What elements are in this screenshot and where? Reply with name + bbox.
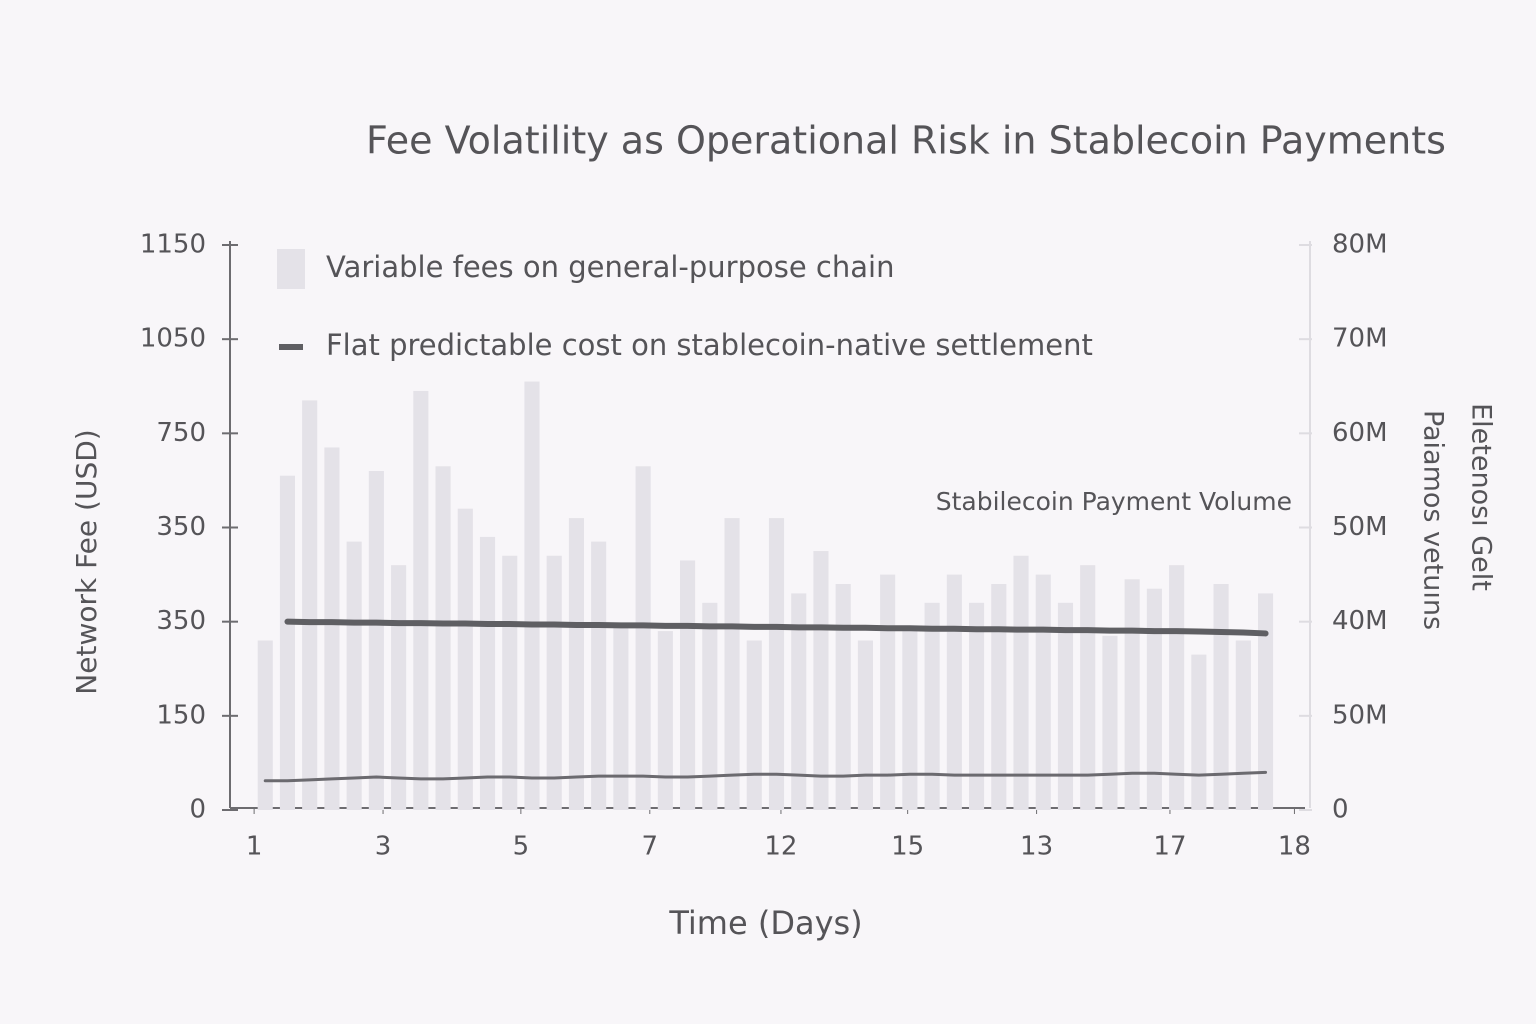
bar — [591, 541, 607, 810]
bar — [835, 584, 851, 810]
bar — [1080, 565, 1096, 810]
bar — [1146, 588, 1162, 810]
bar — [768, 518, 785, 810]
x-tick-label: 1 — [246, 832, 263, 862]
bar — [791, 593, 807, 810]
bar — [702, 602, 718, 810]
line — [284, 618, 1269, 637]
legend-label: Flat predictable cost on stablecoin-nati… — [326, 328, 1093, 362]
bar — [1257, 593, 1274, 810]
bar — [524, 381, 540, 810]
x-tick-label: 12 — [764, 832, 797, 862]
bar — [880, 574, 896, 810]
y-tick-label: 0 — [189, 795, 206, 825]
bar — [568, 518, 584, 810]
bar — [546, 555, 562, 810]
y-tick-label: 350 — [156, 606, 206, 636]
bar — [902, 626, 918, 810]
bar — [435, 466, 451, 810]
bar — [279, 475, 296, 810]
bar — [457, 508, 473, 810]
bar — [324, 447, 340, 810]
bar — [680, 560, 696, 810]
bar — [257, 640, 273, 810]
bar — [924, 602, 940, 810]
y2-tick-label: 0 — [1332, 795, 1349, 825]
bar — [1124, 579, 1140, 810]
line — [263, 770, 1268, 783]
bar — [1213, 584, 1229, 810]
y2-tick-label: 80M — [1332, 230, 1388, 260]
legend-swatch — [277, 249, 305, 289]
bar — [635, 466, 651, 810]
y2-axis-label: Paiamos vetuıns — [1418, 410, 1449, 630]
bar — [302, 400, 318, 810]
bar — [1235, 640, 1251, 810]
bar — [346, 541, 362, 810]
bar — [1057, 602, 1074, 810]
bar — [657, 631, 673, 810]
bar — [813, 551, 829, 810]
bar — [1169, 565, 1185, 810]
x-tick-label: 5 — [513, 832, 530, 862]
x-tick-label: 17 — [1153, 832, 1186, 862]
bar — [1013, 555, 1029, 810]
y2-tick-label: 50M — [1332, 700, 1388, 730]
bar — [613, 626, 629, 810]
bar — [502, 555, 518, 810]
x-tick-label: 13 — [1020, 832, 1053, 862]
bar — [1191, 654, 1207, 810]
bar — [857, 640, 873, 810]
y2-tick-label: 40M — [1332, 606, 1388, 636]
y-tick-label: 150 — [156, 700, 206, 730]
y-tick-label: 750 — [156, 418, 206, 448]
annotation: Stabilecoin Payment Volume — [936, 487, 1292, 516]
bar — [1035, 574, 1051, 810]
bar — [391, 565, 407, 810]
y2-axis-label: Eletenosı Gelt — [1466, 403, 1497, 591]
x-axis-label: Time (Days) — [668, 904, 862, 942]
x-tick-label: 7 — [642, 832, 659, 862]
bar — [479, 536, 496, 810]
bar — [946, 574, 962, 810]
bar — [724, 518, 740, 810]
x-tick-label: 15 — [891, 832, 924, 862]
y-tick-label: 1150 — [140, 230, 206, 260]
x-tick-label: 3 — [375, 832, 392, 862]
chart-title: Fee Volatility as Operational Risk in St… — [366, 119, 1446, 163]
bar — [746, 640, 762, 810]
legend-label: Variable fees on general-purpose chain — [326, 250, 894, 284]
y2-tick-label: 70M — [1332, 324, 1388, 354]
bar — [969, 602, 985, 810]
bar — [1102, 635, 1118, 810]
y2-tick-label: 60M — [1332, 418, 1388, 448]
y-tick-label: 1050 — [140, 324, 206, 354]
y-axis-label: Network Fee (USD) — [70, 429, 103, 694]
bar — [413, 390, 429, 810]
x-tick-label: 18 — [1278, 832, 1311, 862]
y2-tick-label: 50M — [1332, 512, 1388, 542]
bar — [368, 471, 384, 810]
y-tick-label: 350 — [156, 512, 206, 542]
bar — [991, 584, 1007, 810]
